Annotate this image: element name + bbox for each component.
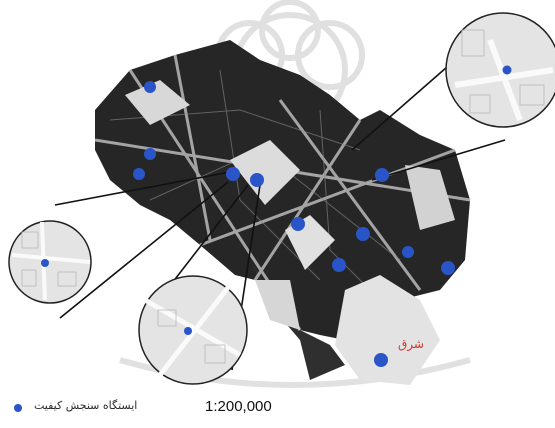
- station-9[interactable]: [332, 258, 346, 272]
- station-2[interactable]: [144, 148, 156, 160]
- station-12-label: شرق: [398, 337, 424, 352]
- station-1[interactable]: [144, 81, 156, 93]
- station-6[interactable]: [375, 168, 389, 182]
- station-5[interactable]: [250, 173, 264, 187]
- inset-left: [8, 220, 92, 304]
- station-11[interactable]: [441, 261, 455, 275]
- scale-text: 1:200,000: [205, 398, 272, 415]
- station-3[interactable]: [133, 168, 145, 180]
- stations: شرق: [133, 81, 455, 367]
- urban-area: [94, 40, 471, 385]
- station-4[interactable]: [226, 167, 240, 181]
- legend-label: ایستگاه سنجش کیفیت: [34, 399, 138, 412]
- station-8[interactable]: [356, 227, 370, 241]
- station-10[interactable]: [402, 246, 414, 258]
- legend-station-marker: [14, 404, 22, 412]
- station-12[interactable]: شرق: [374, 337, 424, 367]
- inset-bottom-center: [138, 275, 248, 385]
- inset-top-right: [445, 12, 555, 128]
- station-7[interactable]: [291, 217, 305, 231]
